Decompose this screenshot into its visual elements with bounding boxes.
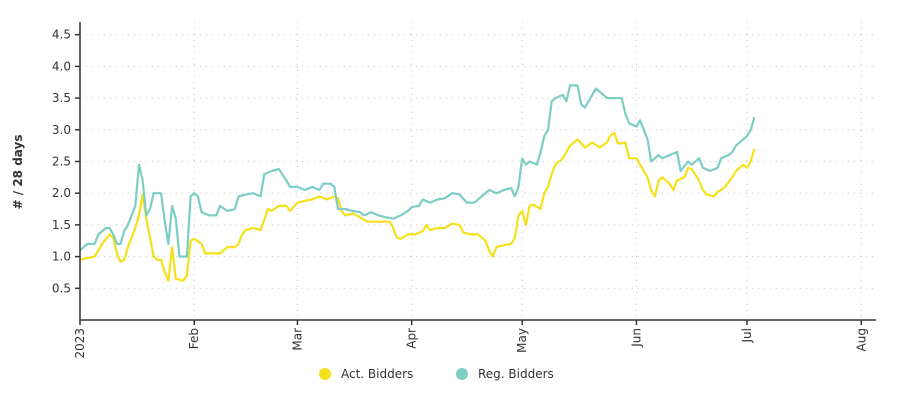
- x-tick-label: May: [515, 328, 529, 353]
- y-axis-label: # / 28 days: [11, 135, 25, 210]
- x-tick-label: Jun: [629, 328, 643, 348]
- y-tick-label: 3.0: [52, 123, 71, 137]
- series-line-1: [79, 84, 756, 258]
- y-tick-label: 1.0: [52, 250, 71, 264]
- x-tick-label: 2023: [73, 328, 87, 359]
- x-tick-label: Mar: [290, 328, 304, 351]
- y-tick-label: 2.0: [52, 186, 71, 200]
- legend-label: Act. Bidders: [341, 367, 413, 381]
- y-tick-label: 4.5: [52, 28, 71, 42]
- y-tick-label: 1.5: [52, 218, 71, 232]
- grid: [79, 22, 876, 320]
- series-line-0: [79, 131, 756, 282]
- y-tick-label: 3.5: [52, 91, 71, 105]
- y-tick-label: 0.5: [52, 281, 71, 295]
- x-tick-label: Aug: [854, 328, 868, 351]
- y-tick-label: 2.5: [52, 154, 71, 168]
- x-tick-label: Feb: [187, 328, 201, 349]
- legend-marker: [319, 368, 331, 380]
- legend-label: Reg. Bidders: [478, 367, 554, 381]
- legend: Act. Bidders Reg. Bidders: [319, 367, 554, 381]
- x-tick-label: Apr: [405, 328, 419, 349]
- series-lines: [79, 84, 756, 282]
- x-tick-label: Jul: [740, 328, 754, 343]
- y-tick-labels: 0.5 1.0 1.5 2.0 2.5 3.0 3.5 4.0 4.5: [52, 28, 71, 296]
- y-tick-label: 4.0: [52, 59, 71, 73]
- x-tick-labels: 2023 Feb Mar Apr May Jun Jul Aug: [73, 328, 868, 359]
- axes: [75, 22, 876, 325]
- legend-marker: [456, 368, 468, 380]
